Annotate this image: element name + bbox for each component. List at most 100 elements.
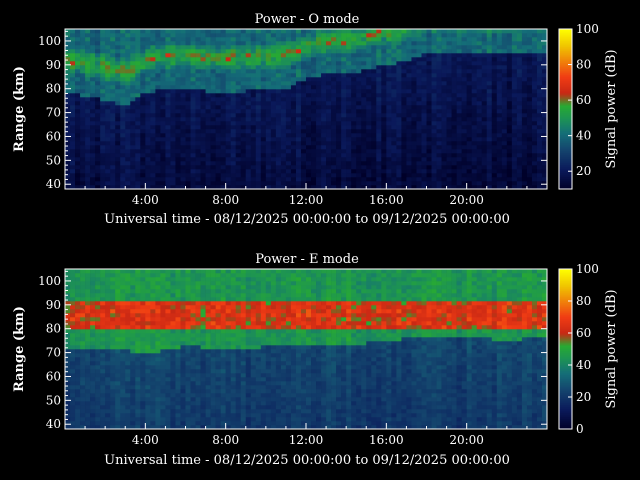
heatmap-cell	[426, 113, 432, 118]
heatmap-cell	[110, 401, 116, 406]
heatmap-cell	[290, 93, 297, 98]
heatmap-cell	[190, 69, 196, 74]
heatmap-cell	[381, 49, 387, 54]
heatmap-cell	[341, 89, 347, 94]
heatmap-cell	[225, 161, 231, 166]
heatmap-cell	[180, 325, 186, 330]
heatmap-cell	[341, 101, 347, 106]
heatmap-cell	[90, 269, 96, 274]
heatmap-cell	[65, 285, 71, 290]
heatmap-cell	[361, 53, 367, 58]
heatmap-cell	[446, 69, 452, 74]
heatmap-cell	[100, 85, 106, 90]
heatmap-cell	[210, 145, 216, 150]
heatmap-cell	[496, 33, 503, 38]
heatmap-cell	[421, 57, 427, 62]
heatmap-cell	[165, 281, 171, 286]
heatmap-cell	[165, 85, 171, 90]
heatmap-cell	[311, 101, 317, 106]
heatmap-cell	[135, 169, 141, 174]
heatmap-cell	[145, 273, 151, 278]
heatmap-cell	[486, 77, 493, 82]
heatmap-cell	[165, 273, 171, 278]
heatmap-cell	[140, 89, 146, 94]
heatmap-cell	[120, 349, 126, 354]
heatmap-cell	[406, 65, 412, 70]
heatmap-cell	[285, 169, 292, 174]
heatmap-cell	[65, 277, 71, 282]
heatmap-cell	[185, 365, 191, 370]
heatmap-cell	[436, 73, 442, 78]
heatmap-cell	[461, 69, 467, 74]
heatmap-cell	[110, 117, 116, 122]
heatmap-cell	[270, 129, 277, 134]
heatmap-cell	[536, 37, 543, 42]
heatmap-cell	[145, 185, 151, 190]
heatmap-cell	[165, 393, 171, 398]
heatmap-cell	[145, 57, 151, 62]
heatmap-cell	[521, 93, 528, 98]
heatmap-cell	[311, 33, 317, 38]
heatmap-cell	[115, 385, 121, 390]
heatmap-cell	[496, 61, 503, 66]
heatmap-cell	[145, 97, 151, 102]
heatmap-cell	[501, 145, 508, 150]
heatmap-cell	[295, 153, 302, 158]
heatmap-cell	[175, 353, 181, 358]
heatmap-cell	[85, 341, 91, 346]
heatmap-cell	[481, 81, 488, 86]
heatmap-cell	[356, 169, 362, 174]
heatmap-cell	[506, 93, 513, 98]
heatmap-cell	[105, 389, 111, 394]
heatmap-cell	[155, 297, 161, 302]
heatmap-cell	[446, 65, 452, 70]
heatmap-cell	[250, 149, 257, 154]
heatmap-cell	[70, 389, 76, 394]
heatmap-cell	[366, 121, 372, 126]
heatmap-cell	[265, 37, 272, 42]
heatmap-cell	[411, 133, 417, 138]
heatmap-cell	[521, 133, 528, 138]
heatmap-cell	[295, 77, 302, 82]
heatmap-cell	[326, 109, 332, 114]
heatmap-cell	[105, 129, 111, 134]
heatmap-cell	[381, 69, 387, 74]
heatmap-cell	[145, 177, 151, 182]
heatmap-cell	[185, 133, 191, 138]
heatmap-cell	[426, 121, 432, 126]
heatmap-cell	[421, 73, 427, 78]
heatmap-cell	[260, 97, 267, 102]
heatmap-cell	[290, 177, 297, 182]
heatmap-cell	[265, 97, 272, 102]
heatmap-cell	[110, 273, 116, 278]
heatmap-cell	[376, 117, 382, 122]
heatmap-cell	[110, 69, 116, 74]
heatmap-cell	[150, 301, 156, 306]
heatmap-cell	[506, 165, 513, 170]
heatmap-cell	[371, 169, 377, 174]
heatmap-cell	[110, 161, 116, 166]
heatmap-cell	[295, 57, 302, 62]
heatmap-cell	[130, 181, 136, 186]
heatmap-cell	[125, 133, 131, 138]
heatmap-cell	[120, 101, 126, 106]
heatmap-cell	[336, 157, 342, 162]
heatmap-cell	[316, 157, 322, 162]
heatmap-cell	[120, 289, 126, 294]
heatmap-cell	[346, 153, 352, 158]
heatmap-cell	[170, 65, 176, 70]
heatmap-cell	[105, 321, 111, 326]
heatmap-cell	[311, 57, 317, 62]
heatmap-cell	[361, 161, 367, 166]
heatmap-cell	[155, 313, 161, 318]
heatmap-cell	[406, 121, 412, 126]
heatmap-cell	[265, 185, 272, 190]
heatmap-cell	[170, 417, 176, 422]
heatmap-cell	[175, 53, 181, 58]
heatmap-cell	[346, 49, 352, 54]
heatmap-cell	[175, 361, 181, 366]
heatmap-cell	[165, 325, 171, 330]
heatmap-cell	[336, 101, 342, 106]
heatmap-cell	[486, 53, 493, 58]
heatmap-cell	[446, 57, 452, 62]
